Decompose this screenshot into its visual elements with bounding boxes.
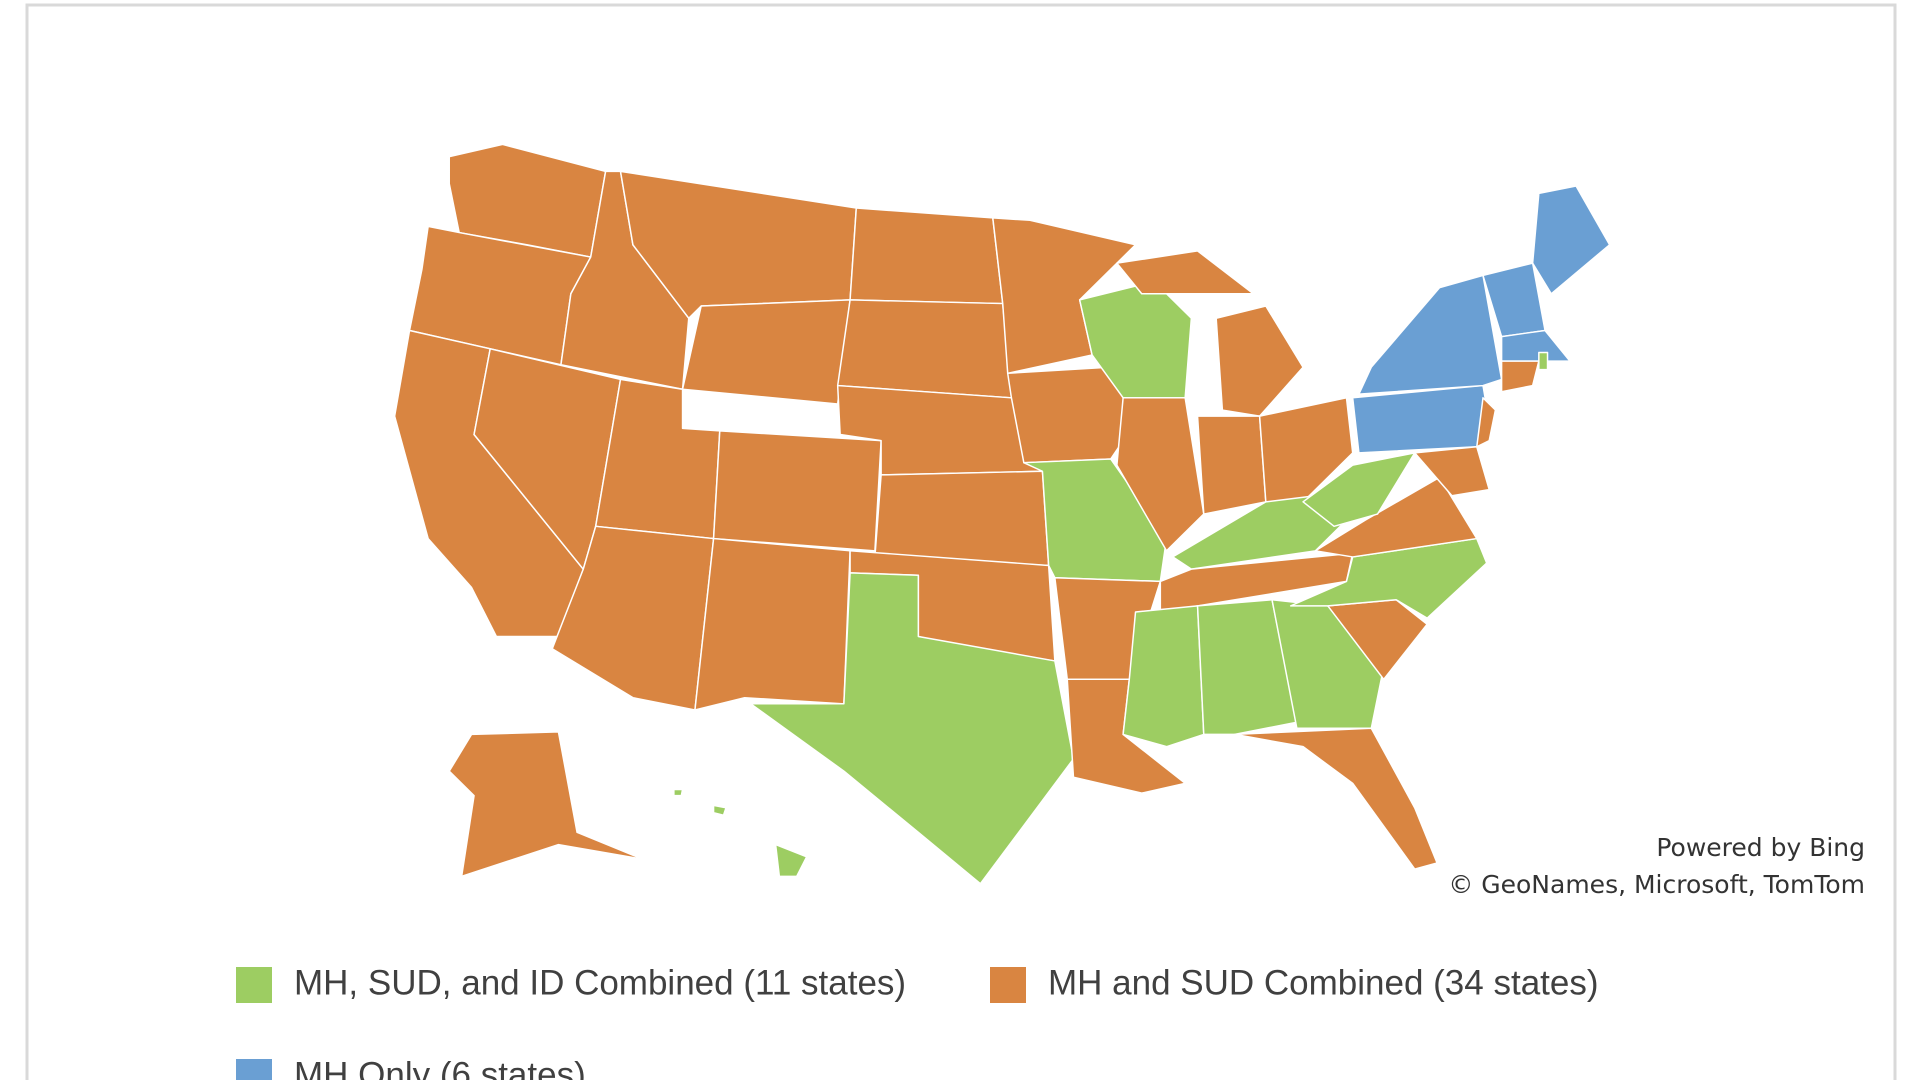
state — [1196, 599, 1298, 736]
state — [836, 299, 1013, 399]
legend: MH, SUD, and ID Combined (11 states) MH a… — [236, 963, 1599, 1080]
state — [1116, 397, 1205, 552]
state — [874, 470, 1050, 567]
legend-label: MH Only (6 states) — [294, 1055, 586, 1080]
us-map — [393, 143, 1611, 885]
state — [1289, 537, 1488, 619]
legend-label: MH and SUD Combined (34 states) — [1048, 963, 1599, 1002]
state — [1314, 476, 1478, 558]
state — [1302, 452, 1416, 528]
legend-swatch — [990, 967, 1026, 1003]
attribution-line: Powered by Bing — [1656, 833, 1865, 862]
state — [1196, 415, 1267, 515]
state — [712, 430, 882, 552]
state — [1358, 274, 1503, 395]
state — [448, 731, 644, 878]
state — [712, 804, 727, 816]
state — [1122, 605, 1205, 748]
frame — [25, 3, 1897, 1080]
legend-label: MH, SUD, and ID Combined (11 states) — [294, 963, 906, 1002]
state — [774, 843, 808, 878]
state — [1476, 397, 1497, 448]
state — [849, 207, 1004, 305]
state — [1500, 360, 1540, 393]
state — [1351, 384, 1490, 454]
attribution-line: © GeoNames, Microsoft, TomTom — [1448, 870, 1865, 899]
state — [1538, 351, 1549, 371]
state — [694, 537, 851, 711]
state — [1215, 305, 1304, 417]
state — [1531, 185, 1611, 295]
state — [681, 299, 851, 405]
state — [1258, 397, 1354, 503]
state — [1500, 329, 1571, 362]
state — [1413, 446, 1490, 497]
state — [750, 572, 1075, 885]
state — [673, 788, 684, 797]
legend-swatch — [236, 1059, 272, 1080]
legend-swatch — [236, 967, 272, 1003]
state — [1234, 727, 1438, 870]
state — [1116, 250, 1255, 295]
